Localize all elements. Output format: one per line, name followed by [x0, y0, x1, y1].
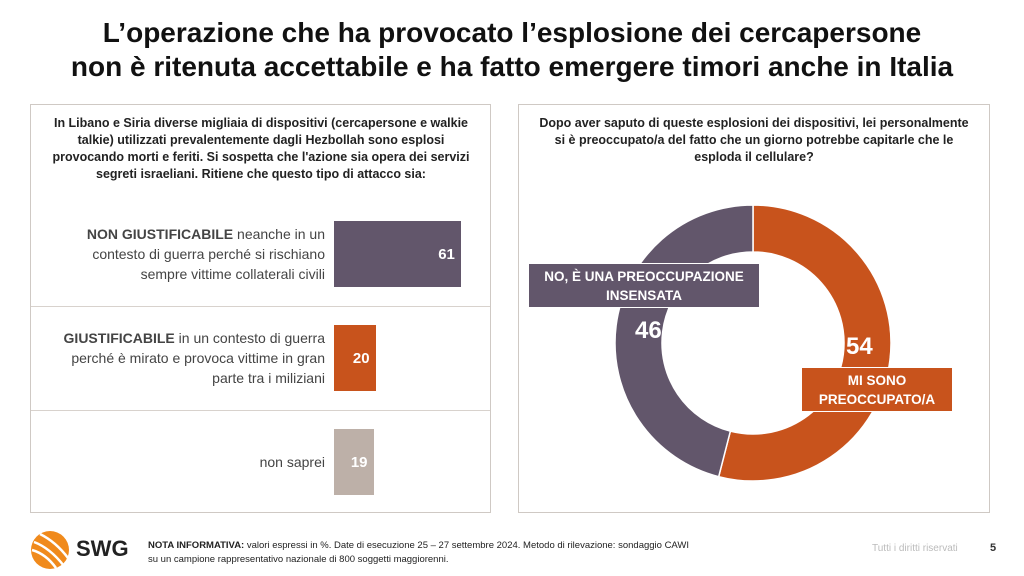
swg-logo-icon	[31, 531, 69, 569]
logo-text: SWG	[76, 536, 129, 561]
bar: 19	[334, 429, 374, 495]
category-bold: GIUSTIFICABILE	[63, 330, 175, 346]
label-worried: MI SONO PREOCCUPATO/A	[801, 367, 953, 412]
bar-chart-panel: In Libano e Siria diverse migliaia di di…	[30, 104, 491, 513]
row-divider	[31, 410, 490, 411]
note-text: valori espressi in %. Date di esecuzione…	[244, 540, 690, 551]
bar-chart-question: In Libano e Siria diverse migliaia di di…	[52, 116, 470, 181]
bar-value-label: 61	[438, 245, 455, 263]
bar: 61	[334, 221, 461, 287]
footer-note: NOTA INFORMATIVA: valori espressi in %. …	[148, 539, 689, 567]
note-label: NOTA INFORMATIVA:	[148, 540, 245, 551]
bar-category-label: GIUSTIFICABILE in un contesto di guerra …	[55, 328, 325, 388]
page-number: 5	[990, 542, 997, 554]
title-line-2: non è ritenuta accettabile e ha fatto em…	[70, 51, 954, 82]
donut-chart-panel: Dopo aver saputo di queste esplosioni de…	[518, 104, 990, 513]
donut-chart-question: Dopo aver saputo di queste esplosioni de…	[539, 116, 969, 164]
bar-row: NON GIUSTIFICABILE neanche in un contest…	[31, 202, 490, 306]
category-bold: NON GIUSTIFICABILE	[86, 226, 234, 242]
category-text: non saprei	[259, 454, 325, 470]
bar-category-label: NON GIUSTIFICABILE neanche in un contest…	[55, 224, 325, 284]
value-label-worried: 54	[846, 333, 873, 360]
title-line-1: L’operazione che ha provocato l’esplosio…	[102, 17, 922, 48]
note-text-2: su un campione rappresentativo nazionale…	[148, 554, 449, 565]
bar-row: non saprei 19	[31, 410, 490, 514]
row-divider	[31, 306, 490, 307]
donut-chart	[614, 204, 892, 482]
category-text: in un contesto di guerra perché è mirato…	[71, 330, 325, 386]
bar-value-label: 19	[350, 453, 368, 471]
page-title: L’operazione che ha provocato l’esplosio…	[0, 16, 1024, 84]
category-text: neanche in un contesto di guerra perché …	[92, 226, 325, 282]
label-not-worried: NO, È UNA PREOCCUPAZIONE INSENSATA	[528, 263, 760, 308]
bar-category-label: non saprei	[55, 452, 325, 472]
bar-value-label: 20	[352, 349, 370, 367]
value-label-not-worried: 46	[635, 317, 662, 344]
bar: 20	[334, 325, 376, 391]
rights-text: Tutti i diritti riservati	[872, 543, 958, 554]
bar-row: GIUSTIFICABILE in un contesto di guerra …	[31, 306, 490, 410]
